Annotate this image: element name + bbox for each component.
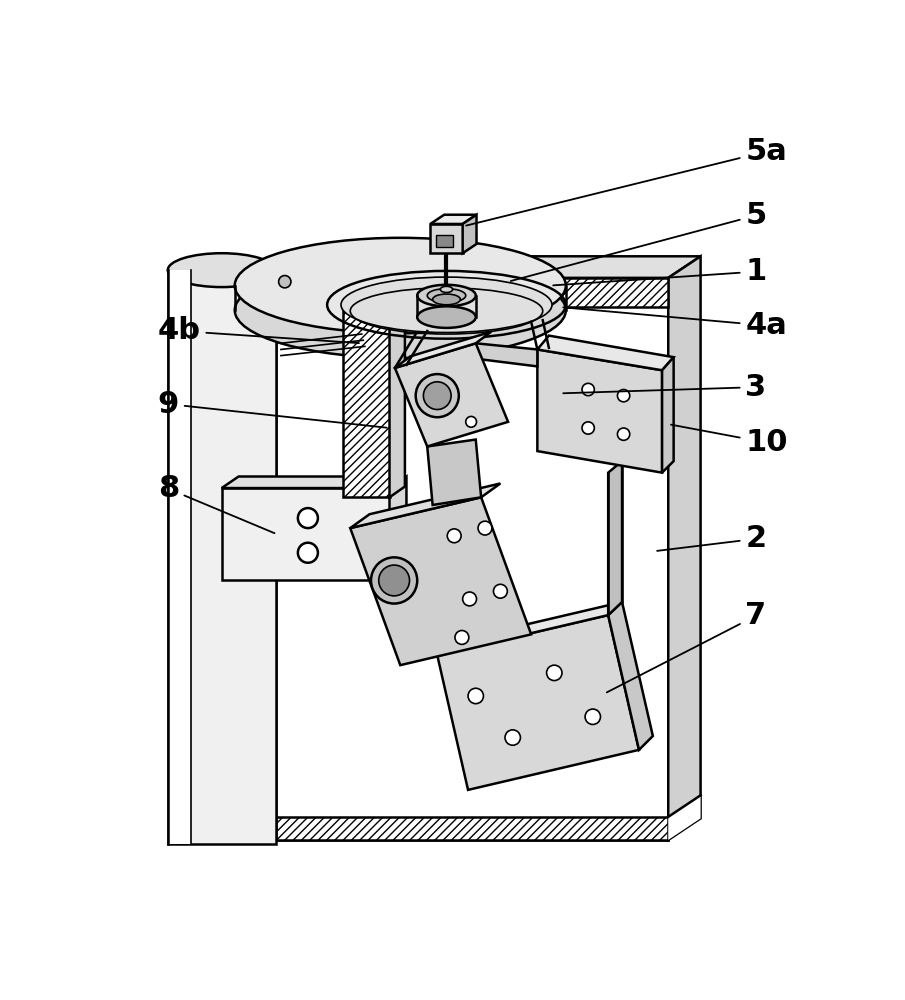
Ellipse shape	[234, 238, 566, 333]
Circle shape	[447, 529, 462, 543]
Polygon shape	[608, 602, 653, 750]
Polygon shape	[462, 215, 477, 253]
Ellipse shape	[441, 286, 452, 292]
Ellipse shape	[433, 294, 461, 305]
Polygon shape	[395, 343, 508, 446]
Text: 5: 5	[510, 201, 767, 281]
Circle shape	[582, 383, 595, 396]
Polygon shape	[437, 615, 639, 790]
Bar	[436, 235, 453, 247]
Circle shape	[547, 665, 562, 681]
Text: 4b: 4b	[157, 316, 359, 345]
Circle shape	[462, 592, 477, 606]
Ellipse shape	[417, 285, 476, 306]
Text: 9: 9	[157, 390, 386, 428]
Ellipse shape	[341, 277, 552, 333]
Polygon shape	[275, 278, 668, 840]
Text: 8: 8	[157, 474, 274, 533]
Circle shape	[298, 508, 318, 528]
Text: 5a: 5a	[466, 137, 787, 226]
Circle shape	[582, 422, 595, 434]
Polygon shape	[343, 296, 405, 307]
Polygon shape	[430, 215, 477, 224]
Text: 3: 3	[563, 373, 767, 402]
Polygon shape	[668, 795, 700, 840]
Text: 1: 1	[553, 257, 767, 286]
Polygon shape	[167, 270, 191, 844]
Polygon shape	[222, 477, 406, 488]
Ellipse shape	[427, 289, 466, 302]
Polygon shape	[167, 270, 275, 844]
Polygon shape	[538, 336, 673, 370]
Text: 10: 10	[671, 425, 787, 457]
Polygon shape	[608, 461, 622, 615]
Polygon shape	[662, 357, 673, 473]
Text: 2: 2	[657, 524, 767, 553]
Circle shape	[466, 416, 477, 427]
Circle shape	[586, 709, 601, 724]
Polygon shape	[476, 343, 538, 366]
Circle shape	[478, 521, 492, 535]
Circle shape	[424, 382, 451, 410]
Polygon shape	[430, 224, 462, 253]
Ellipse shape	[167, 253, 275, 287]
Circle shape	[617, 428, 630, 440]
Circle shape	[298, 543, 318, 563]
Ellipse shape	[234, 262, 566, 358]
Polygon shape	[275, 817, 668, 840]
Circle shape	[279, 276, 291, 288]
Polygon shape	[275, 256, 700, 278]
Polygon shape	[389, 296, 405, 497]
Circle shape	[415, 374, 459, 417]
Polygon shape	[389, 477, 406, 580]
Polygon shape	[350, 497, 531, 665]
Polygon shape	[427, 440, 481, 505]
Polygon shape	[437, 602, 622, 655]
Text: 7: 7	[607, 601, 767, 692]
Polygon shape	[395, 332, 491, 368]
Polygon shape	[538, 349, 662, 473]
Circle shape	[468, 688, 483, 704]
Circle shape	[371, 557, 417, 604]
Polygon shape	[222, 488, 389, 580]
Text: 4a: 4a	[563, 307, 787, 340]
Polygon shape	[350, 483, 500, 528]
Polygon shape	[275, 278, 668, 307]
Polygon shape	[668, 256, 700, 840]
Circle shape	[493, 584, 508, 598]
Polygon shape	[343, 307, 389, 497]
Circle shape	[617, 389, 630, 402]
Circle shape	[455, 631, 469, 644]
Circle shape	[378, 565, 410, 596]
Circle shape	[505, 730, 520, 745]
Ellipse shape	[417, 306, 476, 328]
